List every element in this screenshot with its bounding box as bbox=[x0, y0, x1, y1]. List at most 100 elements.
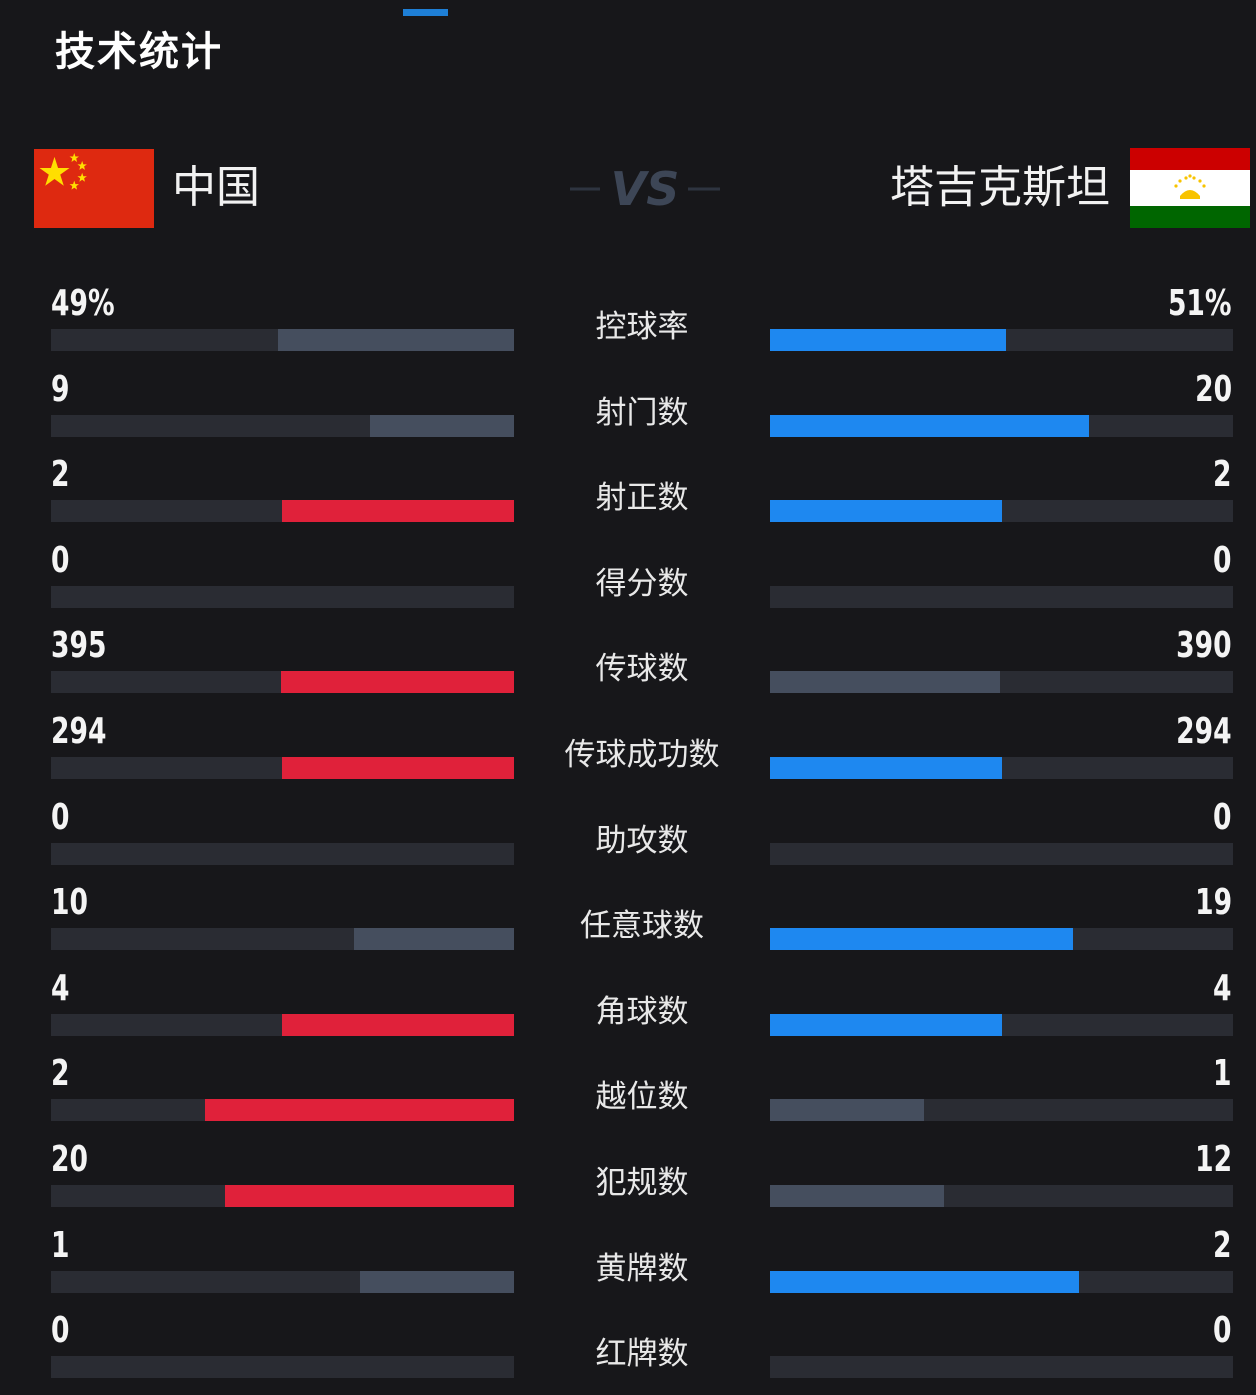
away-bar-fill bbox=[770, 329, 1006, 351]
home-stat-bar bbox=[51, 1356, 514, 1379]
away-bar-fill bbox=[770, 1185, 944, 1207]
stat-row: 4 角球数 4 bbox=[0, 967, 1256, 1053]
home-bar-fill bbox=[282, 500, 514, 523]
away-stat-value: 51% bbox=[1168, 283, 1232, 324]
home-bar-fill bbox=[282, 1013, 514, 1036]
home-stat-bar bbox=[51, 329, 514, 351]
home-stat-bar bbox=[51, 842, 514, 865]
away-stat-bar bbox=[770, 757, 1233, 779]
away-stat-value: 2 bbox=[1213, 454, 1232, 496]
away-stat-value: 390 bbox=[1176, 625, 1232, 667]
home-stat-bar bbox=[51, 928, 514, 951]
away-stat-value: 1 bbox=[1213, 1053, 1232, 1095]
home-stat-bar bbox=[51, 1099, 514, 1122]
away-bar-fill bbox=[770, 500, 1002, 523]
home-stat-value: 1 bbox=[51, 1224, 70, 1266]
away-stat-bar bbox=[770, 1013, 1233, 1036]
away-bar-fill bbox=[770, 414, 1089, 437]
home-team-name: 中国 bbox=[172, 162, 260, 213]
active-tab-indicator bbox=[403, 9, 448, 16]
stat-label: 传球成功数 bbox=[564, 737, 720, 773]
home-stat-bar bbox=[51, 1185, 514, 1207]
home-stat-value: 4 bbox=[51, 967, 70, 1009]
tajikistan-flag-icon bbox=[1130, 148, 1250, 228]
home-stat-value: 9 bbox=[51, 368, 70, 410]
home-bar-fill bbox=[225, 1185, 514, 1207]
home-bar-fill bbox=[282, 757, 514, 779]
away-stat-value: 19 bbox=[1195, 882, 1232, 924]
home-stat-value: 0 bbox=[51, 1310, 70, 1352]
away-stat-value: 294 bbox=[1176, 711, 1232, 752]
home-stat-value: 49% bbox=[51, 283, 115, 324]
away-stat-value: 12 bbox=[1195, 1139, 1232, 1180]
home-stat-value: 2 bbox=[51, 1053, 70, 1095]
home-stat-value: 294 bbox=[51, 711, 107, 752]
stat-label: 红牌数 bbox=[595, 1336, 689, 1373]
away-bar-fill bbox=[770, 928, 1073, 951]
home-stat-value: 395 bbox=[51, 625, 107, 667]
stat-label: 任意球数 bbox=[580, 908, 704, 945]
away-stat-bar bbox=[770, 1356, 1233, 1379]
stat-label: 犯规数 bbox=[595, 1165, 689, 1201]
home-stat-value: 10 bbox=[51, 882, 88, 924]
home-stat-bar bbox=[51, 1270, 514, 1293]
away-bar-fill bbox=[770, 1270, 1079, 1293]
home-bar-fill bbox=[360, 1270, 514, 1293]
stat-label: 控球率 bbox=[595, 309, 689, 345]
away-stat-bar bbox=[770, 585, 1233, 608]
stat-row: 10 任意球数 19 bbox=[0, 881, 1256, 967]
away-stat-bar bbox=[770, 414, 1233, 437]
away-stat-value: 20 bbox=[1195, 368, 1232, 410]
stat-label: 得分数 bbox=[595, 565, 689, 602]
stat-row: 9 射门数 20 bbox=[0, 368, 1256, 454]
stat-row: 294 传球成功数 294 bbox=[0, 710, 1256, 796]
home-stat-value: 20 bbox=[51, 1139, 88, 1180]
stat-row: 2 射正数 2 bbox=[0, 453, 1256, 539]
stat-label: 越位数 bbox=[595, 1079, 689, 1116]
away-stat-value: 0 bbox=[1213, 539, 1232, 581]
vs-text: VS bbox=[611, 162, 680, 216]
stat-label: 黄牌数 bbox=[595, 1250, 689, 1287]
away-team-name: 塔吉克斯坦 bbox=[890, 162, 1110, 213]
away-bar-fill bbox=[770, 1099, 924, 1122]
home-stat-value: 0 bbox=[51, 796, 70, 838]
stat-label: 角球数 bbox=[595, 993, 689, 1030]
away-stat-bar bbox=[770, 842, 1233, 865]
home-bar-fill bbox=[281, 671, 514, 694]
away-bar-fill bbox=[770, 1013, 1002, 1036]
home-bar-fill bbox=[278, 329, 514, 351]
stat-row: 1 黄牌数 2 bbox=[0, 1224, 1256, 1310]
home-stat-bar bbox=[51, 414, 514, 437]
stat-label: 传球数 bbox=[595, 651, 689, 688]
away-stat-value: 0 bbox=[1213, 796, 1232, 838]
away-bar-fill bbox=[770, 757, 1002, 779]
away-stat-bar bbox=[770, 928, 1233, 951]
stat-row: 0 得分数 0 bbox=[0, 539, 1256, 625]
away-stat-value: 0 bbox=[1213, 1310, 1232, 1352]
away-stat-bar bbox=[770, 329, 1233, 351]
home-stat-value: 2 bbox=[51, 454, 70, 496]
stat-row: 0 红牌数 0 bbox=[0, 1309, 1256, 1395]
stat-row: 0 助攻数 0 bbox=[0, 796, 1256, 882]
away-stat-value: 4 bbox=[1213, 967, 1232, 1009]
away-bar-fill bbox=[770, 671, 1000, 694]
away-stat-bar bbox=[770, 500, 1233, 523]
stat-row: 2 越位数 1 bbox=[0, 1052, 1256, 1138]
home-stat-value: 0 bbox=[51, 539, 70, 581]
china-flag-icon bbox=[34, 149, 154, 228]
stat-label: 助攻数 bbox=[595, 822, 689, 859]
home-stat-bar bbox=[51, 757, 514, 779]
away-stat-value: 2 bbox=[1213, 1224, 1232, 1266]
home-bar-fill bbox=[370, 414, 514, 437]
away-stat-bar bbox=[770, 1270, 1233, 1293]
stat-row: 49% 控球率 51% bbox=[0, 282, 1256, 368]
away-stat-bar bbox=[770, 1185, 1233, 1207]
stat-label: 射门数 bbox=[595, 394, 689, 431]
away-stat-bar bbox=[770, 671, 1233, 694]
stat-row: 20 犯规数 12 bbox=[0, 1138, 1256, 1224]
home-bar-fill bbox=[205, 1099, 514, 1122]
home-stat-bar bbox=[51, 500, 514, 523]
home-stat-bar bbox=[51, 585, 514, 608]
home-stat-bar bbox=[51, 671, 514, 694]
away-stat-bar bbox=[770, 1099, 1233, 1122]
